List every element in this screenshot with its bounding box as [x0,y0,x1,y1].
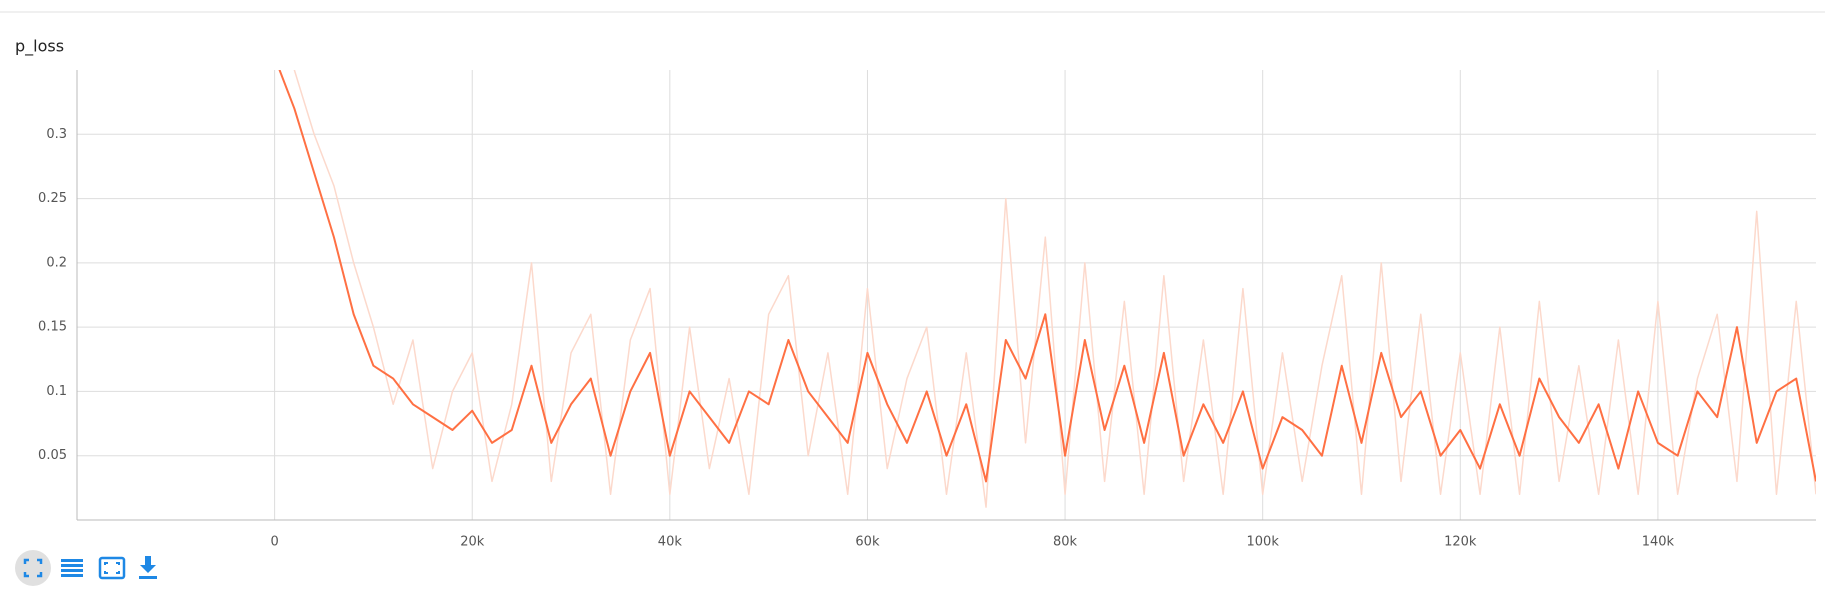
x-tick-label: 20k [460,535,485,550]
y-tick-label: 0.15 [38,320,67,335]
grid [76,70,1816,521]
y-tick-label: 0.05 [38,448,67,463]
y-tick-label: 0.1 [46,384,67,399]
x-tick-label: 140k [1642,535,1675,550]
x-tick-label: 40k [658,535,683,550]
x-tick-label: 80k [1053,535,1078,550]
y-tick-label: 0.25 [38,191,67,206]
y-tick-label: 0.2 [46,255,67,270]
toolbar [15,550,157,586]
fit-button[interactable] [15,550,51,586]
x-tick-label: 60k [855,535,880,550]
data-table-button[interactable] [61,559,83,577]
plot-area [278,70,1816,508]
series-line [278,70,1816,483]
zoom-button[interactable] [98,556,126,580]
x-tick-label: 0 [270,535,278,550]
chart-title: p_loss [15,37,64,57]
x-tick-label: 100k [1247,535,1280,550]
series-line [293,70,1816,508]
x-tick-label: 120k [1444,535,1477,550]
download-button[interactable] [139,556,157,579]
y-tick-label: 0.3 [46,127,67,142]
